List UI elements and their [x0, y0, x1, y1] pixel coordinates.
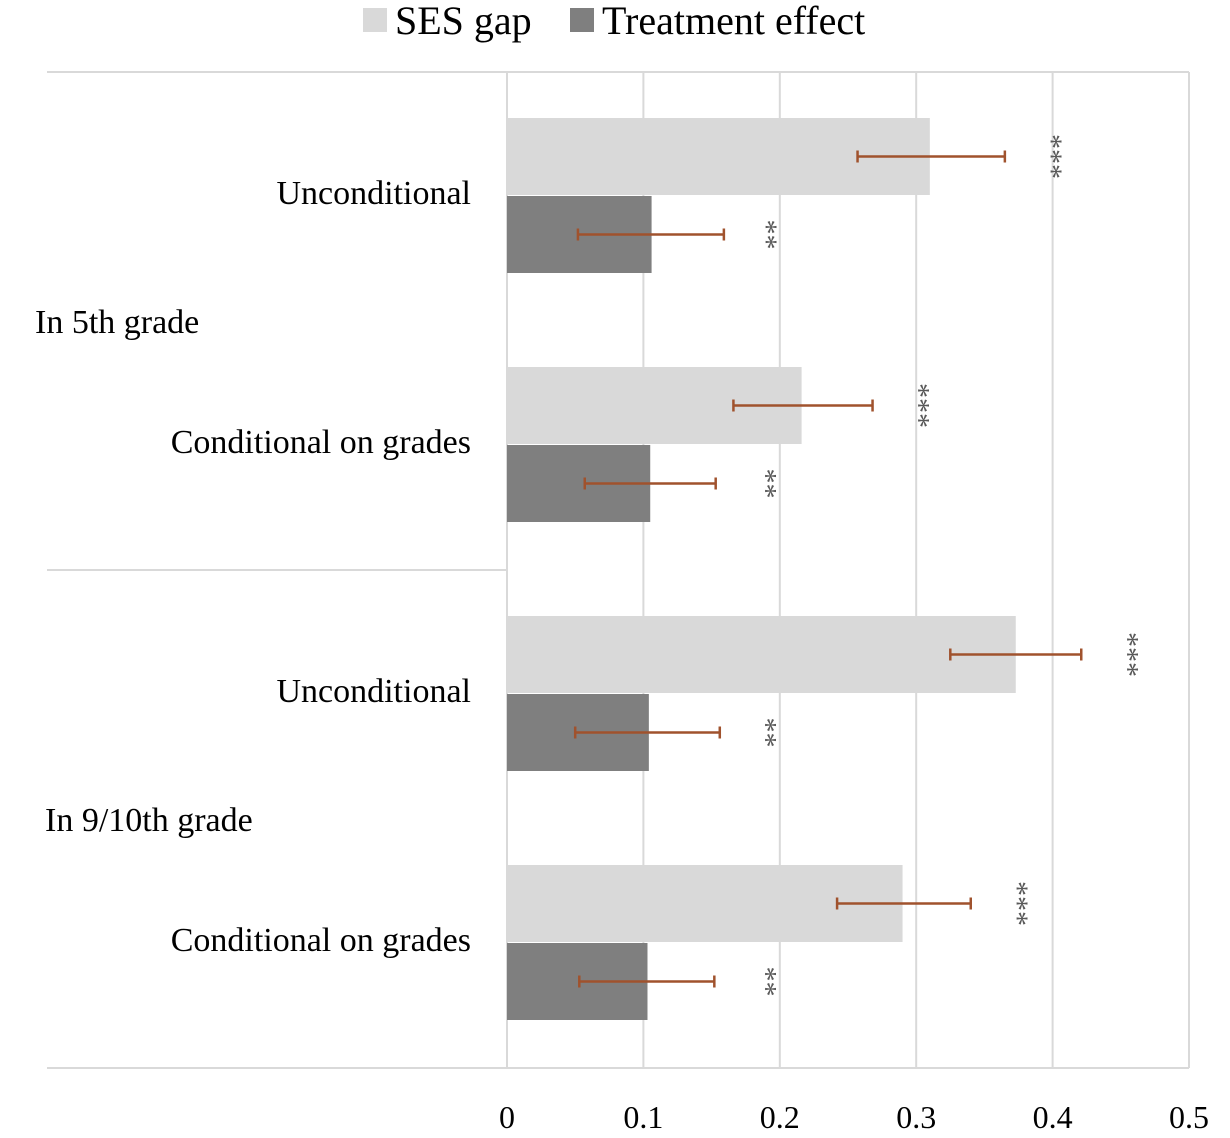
- x-tick-label: 0.4: [1033, 1099, 1073, 1135]
- legend: SES gap Treatment effect: [363, 0, 865, 43]
- x-tick-label: 0.1: [623, 1099, 663, 1135]
- significance-stars-ses-gap: ***: [1035, 134, 1068, 179]
- labels: 0 0.1 0.2 0.3 0.4 0.5 In 5th grade Unconditiona…: [35, 134, 1209, 1135]
- category-label: Unconditional: [276, 673, 471, 710]
- legend-label-treatment-effect: Treatment effect: [602, 0, 865, 43]
- bars: [507, 118, 1016, 1020]
- group-label: In 5th grade: [35, 304, 199, 341]
- error-bars: [573, 150, 1083, 988]
- x-tick-label: 0: [499, 1099, 515, 1135]
- bar-ses-gap: [507, 616, 1016, 693]
- axis-frame: [47, 71, 1189, 1069]
- category-label: Conditional on grades: [171, 424, 471, 461]
- significance-stars-ses-gap: ***: [1111, 632, 1144, 677]
- legend-label-ses-gap: SES gap: [395, 0, 532, 43]
- significance-stars-ses-gap: ***: [903, 383, 936, 428]
- x-tick-label: 0.2: [760, 1099, 800, 1135]
- legend-swatch-ses-gap: [363, 8, 387, 32]
- significance-stars-ses-gap: ***: [1001, 881, 1034, 926]
- significance-stars-treatment-effect: **: [750, 220, 783, 250]
- x-tick-label: 0.5: [1169, 1099, 1209, 1135]
- category-label: Unconditional: [276, 175, 471, 212]
- significance-stars-treatment-effect: **: [750, 967, 783, 997]
- group-label: In 9/10th grade: [45, 802, 253, 839]
- category-label: Conditional on grades: [171, 922, 471, 959]
- legend-swatch-treatment-effect: [570, 8, 594, 32]
- significance-stars-treatment-effect: **: [750, 718, 783, 748]
- x-tick-label: 0.3: [896, 1099, 936, 1135]
- significance-stars-treatment-effect: **: [750, 469, 783, 499]
